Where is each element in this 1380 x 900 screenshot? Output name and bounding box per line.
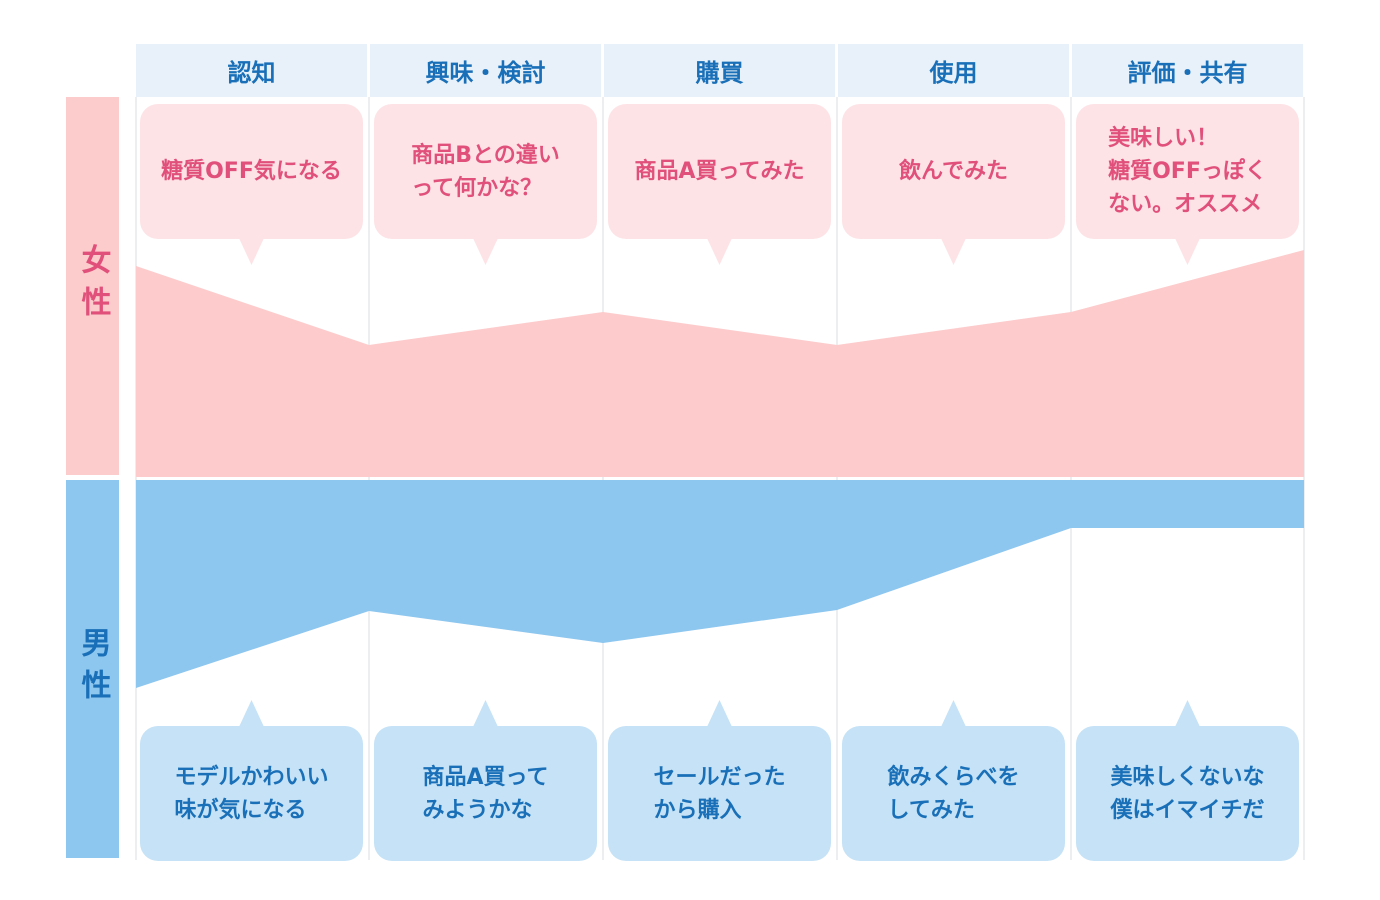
comment-text: 商品Bとの違い って何かな？ (411, 139, 560, 205)
comment-bubble: 商品Bとの違い って何かな？ (374, 104, 597, 239)
comment-line: ない。オススメ (1108, 192, 1263, 217)
comment-bubble: モデルかわいい 味が気になる (140, 726, 363, 861)
comment-line: 美味しくないな (1110, 764, 1265, 790)
stage-header: 評価・共有 (1072, 44, 1303, 97)
comment-text: 飲んでみた (899, 155, 1008, 188)
comment-bubble: 飲んでみた (842, 104, 1065, 239)
comment-text: 美味しい！ 糖質OFFっぽく ない。オススメ (1108, 122, 1267, 221)
comment-line: 美味しい！ (1108, 126, 1219, 151)
comment-line: 商品A買って (422, 764, 549, 790)
comment-text: 商品A買ってみた (635, 155, 805, 188)
bubble-tail (940, 700, 967, 728)
comment-text: 飲みくらべを してみた (887, 761, 1019, 827)
comment-text: 美味しくないな 僕はイマイチだ (1110, 761, 1264, 827)
comment-bubble: 飲みくらべを してみた (842, 726, 1065, 861)
comment-line: 飲んでみた (899, 159, 1008, 184)
stage-header: 興味・検討 (370, 44, 601, 97)
comment-bubble: 美味しくないな 僕はイマイチだ (1076, 726, 1299, 861)
comment-line: 商品Bとの違い (411, 142, 560, 168)
comment-bubble: 美味しい！ 糖質OFFっぽく ない。オススメ (1076, 104, 1299, 239)
comment-line: セールだった (653, 764, 786, 790)
bubble-tail (940, 237, 967, 265)
row-label: 男性 (75, 627, 111, 711)
row-label: 女性 (75, 244, 111, 328)
comment-bubble: 糖質OFF気になる (140, 104, 363, 239)
comment-line: 僕はイマイチだ (1110, 797, 1265, 823)
comment-line: みようかな (422, 797, 533, 823)
bubble-tail (472, 700, 499, 728)
female-area (136, 250, 1304, 477)
comment-line: 飲みくらべを (887, 764, 1020, 790)
comment-line: って何かな？ (411, 175, 543, 201)
comment-text: モデルかわいい 味が気になる (174, 761, 328, 827)
bubble-tail (706, 700, 733, 728)
column-dividers (135, 97, 1305, 860)
bubble-tail (238, 700, 265, 728)
male-label-bg (66, 480, 119, 858)
bubble-tail (706, 237, 733, 265)
comment-line: モデルかわいい (174, 764, 329, 790)
bubble-tail (238, 237, 265, 265)
comment-bubble: セールだった から購入 (608, 726, 831, 861)
female-label-bg (66, 97, 119, 475)
bubble-tail (1174, 700, 1201, 728)
comment-line: から購入 (653, 797, 742, 823)
comment-text: 糖質OFF気になる (161, 155, 342, 188)
comment-line: 味が気になる (174, 797, 307, 823)
bubble-tail (472, 237, 499, 265)
comment-text: 商品A買って みようかな (423, 761, 549, 827)
stage-header: 認知 (136, 44, 367, 97)
male-area (136, 480, 1304, 688)
stage-header: 使用 (838, 44, 1069, 97)
comment-bubble: 商品A買ってみた (608, 104, 831, 239)
stage-header: 購買 (604, 44, 835, 97)
comment-line: 糖質OFFっぽく (1108, 159, 1267, 184)
comment-line: 商品A買ってみた (634, 159, 805, 184)
comment-line: 糖質OFF気になる (161, 159, 342, 184)
comment-text: セールだった から購入 (653, 761, 785, 827)
comment-line: してみた (887, 797, 975, 823)
bubble-tail (1174, 237, 1201, 265)
comment-bubble: 商品A買って みようかな (374, 726, 597, 861)
